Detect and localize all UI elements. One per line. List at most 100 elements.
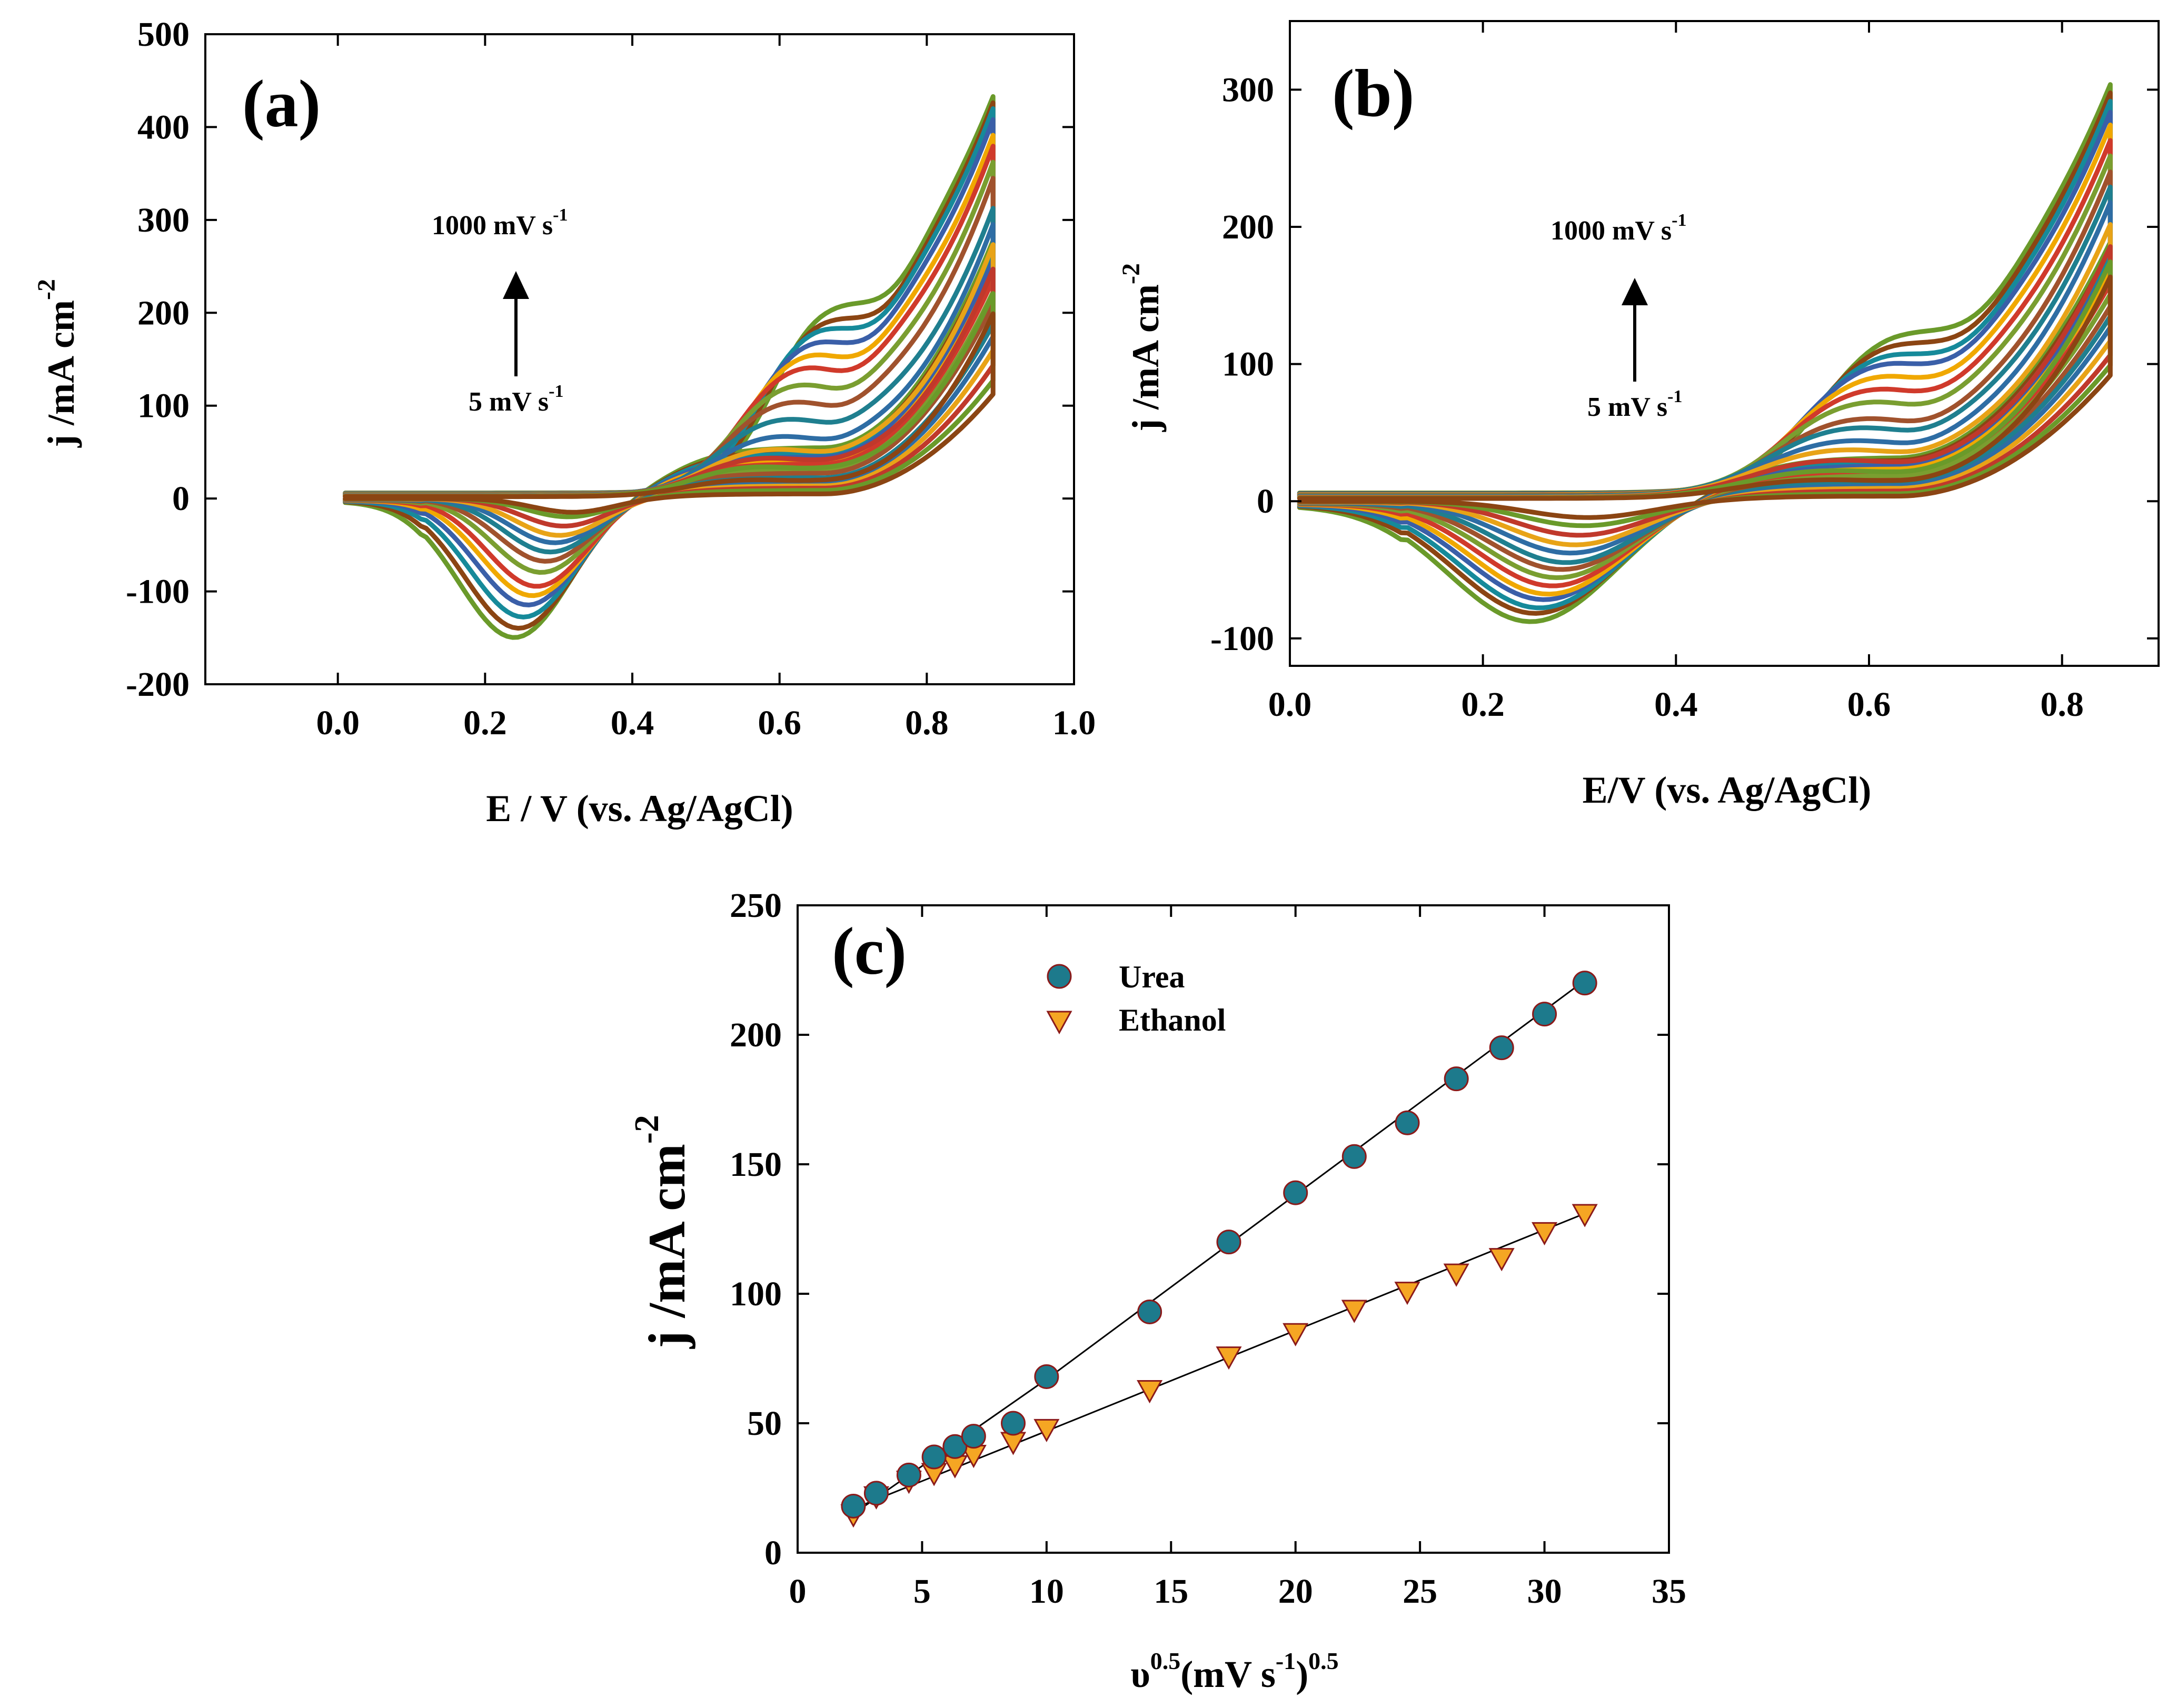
point-ethanol	[942, 1455, 968, 1479]
panel-b-ytick-label: 100	[1222, 345, 1274, 384]
panel-a-frame	[204, 33, 1075, 685]
point-ethanol	[1572, 1204, 1598, 1227]
panel-b-arrow-head	[1622, 278, 1648, 305]
panel-c-ytick-label: 50	[747, 1404, 782, 1443]
panel-a-ytick-label: 200	[137, 294, 190, 332]
panel-c-xtick-label: 5	[913, 1572, 931, 1611]
point-urea	[1395, 1110, 1420, 1135]
panel-c-xtick-label: 15	[1154, 1572, 1188, 1611]
panel-a-xtick-label: 0.8	[905, 704, 949, 742]
panel-a-ytick-label: 300	[137, 201, 190, 239]
panel-b-frame	[1289, 20, 2160, 667]
point-urea	[1216, 1230, 1241, 1255]
panel-b-cv-curve	[1297, 153, 2113, 580]
panel-b-annotation-bottom: 5 mV s-1	[1587, 387, 1683, 422]
panel-c-axes: 0 5 10 15 20 25 30 35 0 50 100 150 200 250	[730, 886, 1686, 1611]
point-urea	[1532, 1002, 1557, 1027]
point-urea	[1572, 971, 1597, 996]
panel-b-ytick-label: -100	[1210, 620, 1274, 658]
panel-a-cv-curve	[343, 311, 996, 515]
point-ethanol	[1532, 1222, 1558, 1246]
point-urea	[961, 1424, 986, 1449]
point-ethanol	[1488, 1248, 1515, 1272]
panel-b-xtick-label: 0.6	[1847, 685, 1891, 724]
panel-b-annotation-top: 1000 mV s-1	[1550, 211, 1687, 246]
panel-b-axes: 0.0 0.2 0.4 0.6 0.8 -100 0 100 200 300	[1210, 21, 2159, 724]
panel-c-points	[840, 971, 1598, 1528]
panel-a-ytick-label: -100	[126, 573, 190, 611]
panel-c-xtick-label: 25	[1403, 1572, 1437, 1611]
panel-c-frame	[797, 904, 1670, 1554]
panel-b-xtick-label: 0.8	[2040, 685, 2084, 724]
panel-a-xtick-label: 0.6	[758, 704, 801, 742]
panel-a-ytick-label: 0	[172, 480, 190, 518]
panel-c-label: (c)	[832, 914, 907, 988]
fit-line-ethanol	[853, 1213, 1585, 1510]
panel-c-xtick-label: 35	[1652, 1572, 1686, 1611]
panel-a-cv-curve	[343, 94, 996, 640]
point-urea	[863, 1481, 889, 1506]
panel-a-ytick-label: 400	[137, 108, 190, 146]
panel-c-xtick-label: 0	[789, 1572, 807, 1611]
point-ethanol	[1443, 1263, 1469, 1287]
panel-c-ytick-label: 100	[730, 1275, 782, 1313]
legend-urea-marker	[1047, 964, 1072, 989]
point-ethanol	[1137, 1380, 1163, 1404]
point-urea	[1341, 1144, 1367, 1169]
legend-ethanol-label: Ethanol	[1119, 1003, 1226, 1037]
point-ethanol	[1394, 1282, 1420, 1305]
panel-c-ytick-label: 250	[730, 886, 782, 925]
point-urea	[921, 1444, 947, 1470]
panel-c-ytick-label: 200	[730, 1016, 782, 1054]
legend-ethanol-marker	[1046, 1011, 1072, 1035]
panel-c-xtick-label: 20	[1278, 1572, 1313, 1611]
panel-b-ylabel: j /mA cm-2	[1117, 263, 1167, 432]
point-urea	[1489, 1035, 1514, 1061]
panel-b-xlabel: E/V (vs. Ag/AgCl)	[1583, 769, 1872, 811]
panel-b-ytick-label: 300	[1222, 71, 1274, 109]
panel-a-xlabel: E / V (vs. Ag/AgCl)	[486, 787, 793, 830]
panel-a-xtick-label: 0.0	[316, 704, 360, 742]
panel-b-label: (b)	[1332, 56, 1414, 131]
panel-a-xtick-label: 0.4	[611, 704, 654, 742]
panel-a-arrow-head	[503, 271, 529, 299]
point-urea	[1444, 1066, 1469, 1092]
legend-urea-label: Urea	[1119, 960, 1185, 994]
panel-a-curves	[343, 94, 996, 640]
panel-a-ytick-label: 500	[137, 15, 190, 54]
panel-a-annotation-bottom: 5 mV s-1	[469, 382, 564, 417]
panel-b: 0.0 0.2 0.4 0.6 0.8 -100 0 100 200 300 (b) 1000 m…	[1117, 20, 2160, 811]
point-urea	[942, 1434, 968, 1459]
panel-c-xtick-label: 10	[1029, 1572, 1064, 1611]
panel-c-legend: Urea Ethanol	[1046, 960, 1226, 1037]
panel-b-xtick-label: 0.2	[1461, 685, 1505, 724]
panel-a-axes: 0.0 0.2 0.4 0.6 0.8 1.0 -200 -100 0 100 200 300 400 5…	[126, 15, 1096, 742]
panel-a-xtick-label: 0.2	[463, 704, 507, 742]
panel-c-ylabel: j /mA cm-2	[628, 1115, 696, 1349]
panel-a-ytick-label: -200	[126, 665, 190, 704]
point-ethanol	[1283, 1323, 1309, 1346]
panel-a: 0.0 0.2 0.4 0.6 0.8 1.0 -200 -100 0 100 200 300 400 5…	[33, 15, 1096, 830]
point-urea	[1283, 1180, 1308, 1205]
panel-a-ylabel: j /mA cm-2	[33, 279, 82, 448]
panel-c-xlabel: υ0.5(mV s-1)0.5	[1130, 1647, 1338, 1695]
point-urea	[841, 1493, 866, 1519]
point-ethanol	[1216, 1346, 1242, 1370]
panel-b-xtick-label: 0.0	[1268, 685, 1312, 724]
panel-c-ytick-label: 0	[764, 1534, 782, 1572]
panel-c-ytick-label: 150	[730, 1145, 782, 1184]
panel-b-xtick-label: 0.4	[1654, 685, 1698, 724]
point-ethanol	[1341, 1300, 1367, 1323]
point-urea	[1034, 1364, 1059, 1389]
panel-c-xtick-label: 30	[1527, 1572, 1562, 1611]
panel-b-curves	[1297, 82, 2113, 624]
panel-c: 0 5 10 15 20 25 30 35 0 50 100 150 200 250 (c) Urea E…	[628, 886, 1686, 1695]
point-ethanol	[1000, 1432, 1027, 1455]
panel-a-ytick-label: 100	[137, 387, 190, 425]
panel-a-annotation-top: 1000 mV s-1	[432, 205, 568, 241]
point-urea	[1000, 1411, 1026, 1436]
panel-b-ytick-label: 200	[1222, 208, 1274, 246]
panel-b-cv-curve	[1297, 98, 2113, 611]
point-urea	[1137, 1299, 1162, 1324]
panel-b-cv-curve	[1297, 274, 2113, 520]
